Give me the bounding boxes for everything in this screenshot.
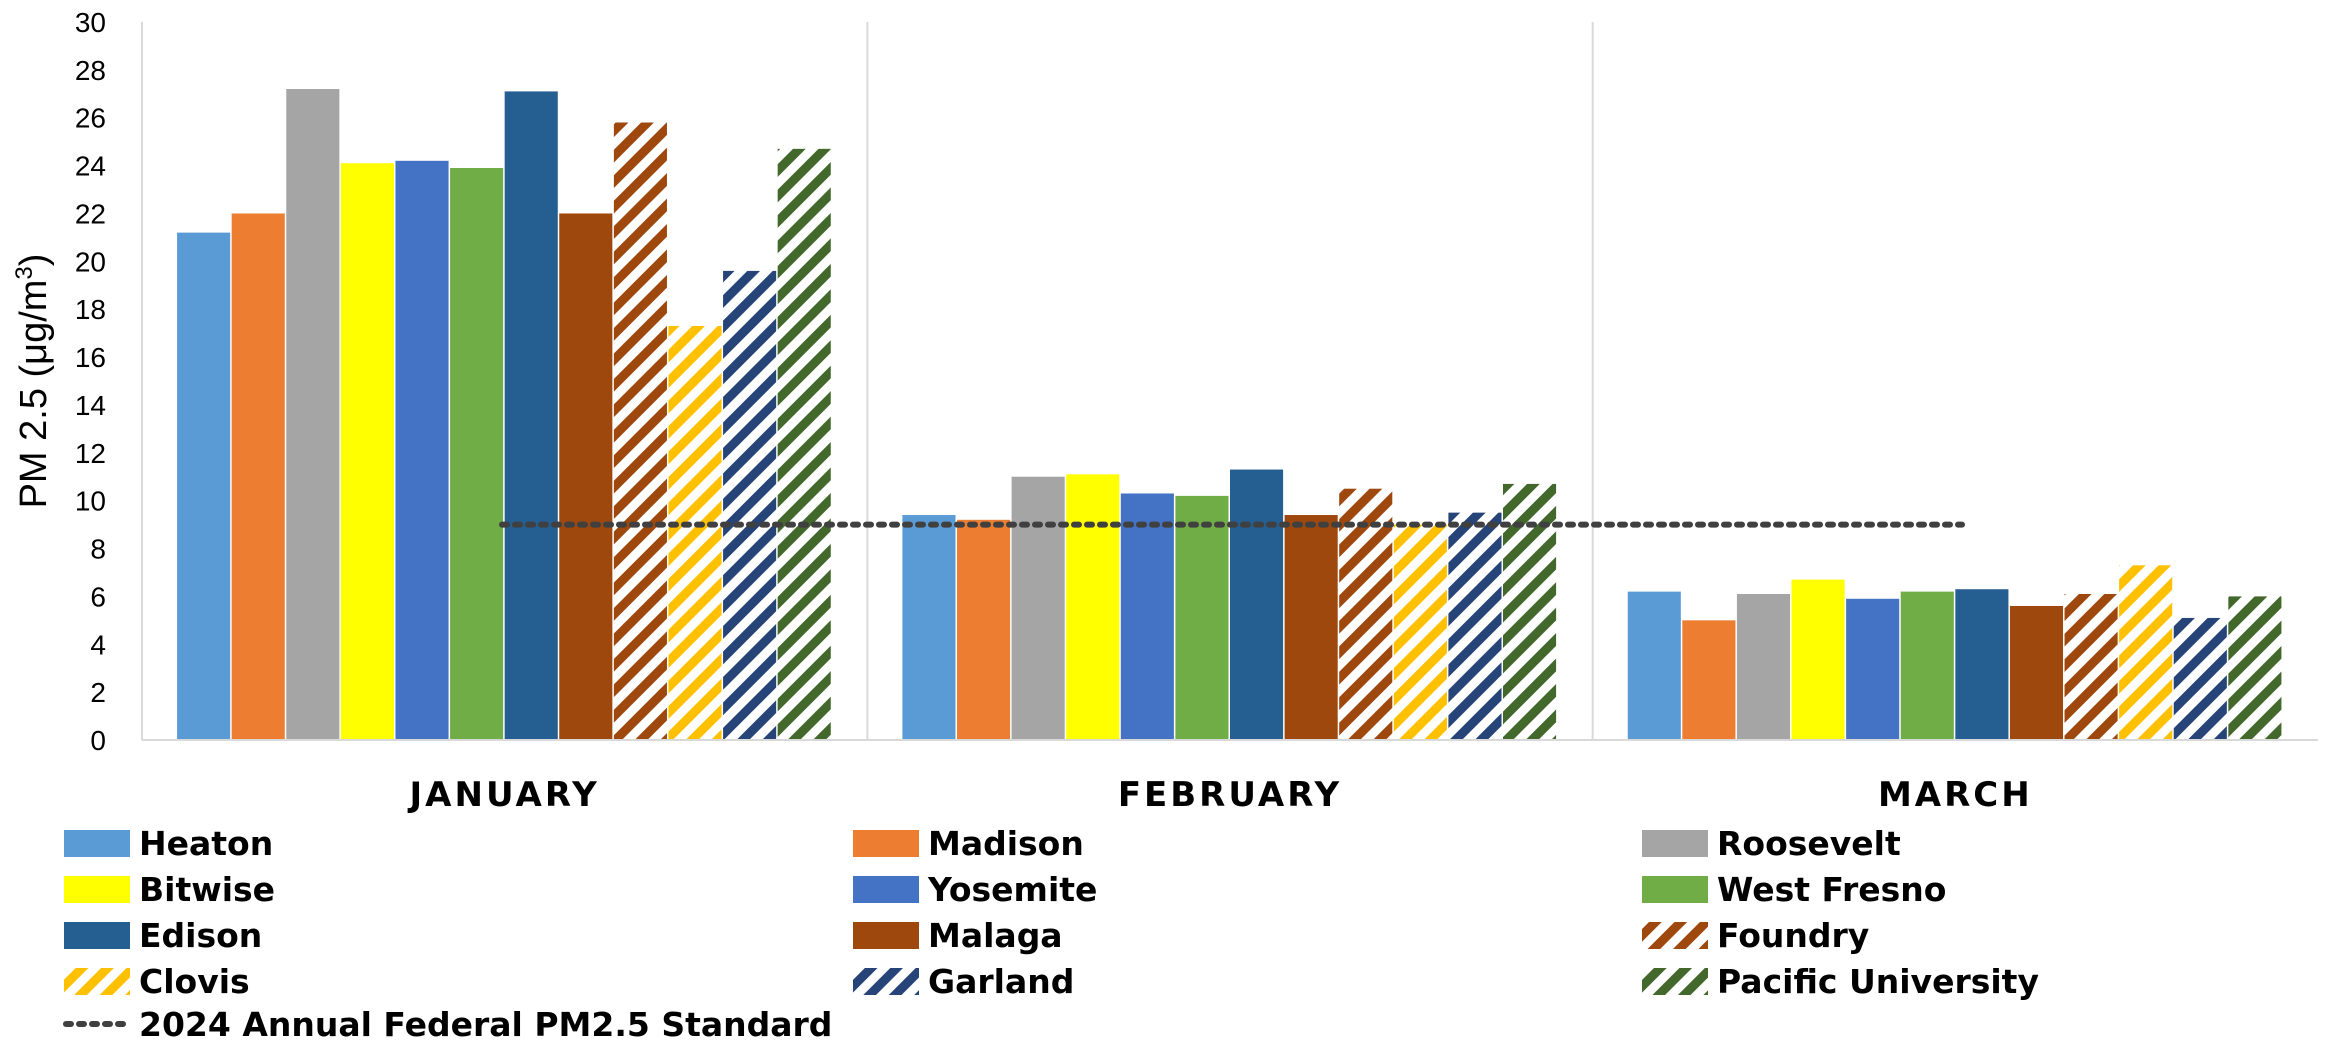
y-axis-label: PM 2.5 (μg/m3): [11, 254, 55, 509]
bar-bitwise-january: [340, 163, 394, 740]
legend-label: Heaton: [139, 824, 273, 863]
legend-label: Edison: [139, 916, 262, 955]
legend-item-reference-line: 2024 Annual Federal PM2.5 Standard: [63, 1005, 832, 1040]
legend-swatch: [1642, 968, 1708, 995]
bar-edison-march: [1955, 589, 2009, 740]
legend-item-pacific-university: Pacific University: [1642, 962, 2039, 1001]
legend-label: Foundry: [1717, 916, 1869, 955]
bar-madison-february: [957, 519, 1011, 740]
category-label: JANUARY: [408, 775, 600, 815]
category-separators: [866, 22, 1594, 740]
legend-label: Malaga: [928, 916, 1063, 955]
y-tick-label: 12: [75, 438, 106, 469]
y-tick-label: 24: [75, 151, 106, 182]
legend-item-foundry: Foundry: [1642, 916, 1869, 955]
bar-garland-february: [1448, 512, 1502, 740]
bar-yosemite-march: [1846, 598, 1900, 740]
y-tick-label: 10: [75, 486, 106, 517]
y-tick-label: 6: [90, 581, 106, 612]
y-tick-label: 0: [90, 725, 106, 756]
legend-item-roosevelt: Roosevelt: [1642, 824, 1901, 863]
bar-malaga-march: [2009, 605, 2064, 740]
legend-label: Roosevelt: [1717, 824, 1901, 863]
bar-heaton-february: [902, 515, 956, 740]
legend-label: West Fresno: [1717, 870, 1946, 909]
legend-swatch: [853, 830, 919, 857]
legend-swatch: [64, 968, 130, 995]
legend-item-garland: Garland: [853, 962, 1074, 1001]
legend-label: Garland: [928, 962, 1074, 1001]
legend-swatch: [853, 968, 919, 995]
legend-item-yosemite: Yosemite: [853, 870, 1097, 909]
legend: Heaton Madison Roosevelt Bitwise Yosemite Wes…: [63, 824, 2039, 1040]
bar-pacific-university-january: [777, 148, 831, 740]
bar-malaga-february: [1284, 515, 1338, 740]
y-tick-label: 30: [75, 7, 106, 38]
legend-item-west-fresno: West Fresno: [1642, 870, 1946, 909]
y-tick-label: 16: [75, 342, 106, 373]
bar-madison-march: [1682, 620, 1736, 740]
legend-swatch: [64, 830, 130, 857]
legend-swatch: [64, 922, 130, 949]
bar-west-fresno-january: [450, 167, 504, 740]
y-tick-label: 8: [90, 534, 106, 565]
legend-swatch: [1642, 876, 1708, 903]
y-tick-label: 14: [75, 390, 106, 421]
bar-edison-january: [504, 91, 558, 740]
legend-swatch: [64, 876, 130, 903]
category-label: MARCH: [1878, 775, 2033, 815]
legend-swatch: [1642, 830, 1708, 857]
category-labels: JANUARY FEBRUARY MARCH: [408, 775, 2033, 815]
bar-yosemite-february: [1120, 493, 1174, 740]
bar-madison-january: [231, 213, 285, 740]
legend-item-madison: Madison: [853, 824, 1084, 863]
bar-clovis-january: [668, 325, 722, 740]
bar-garland-january: [723, 270, 777, 740]
bar-roosevelt-march: [1736, 594, 1791, 740]
y-tick-label: 2: [90, 677, 106, 708]
legend-swatch: [1642, 922, 1708, 949]
bar-garland-march: [2173, 617, 2227, 740]
bar-clovis-march: [2119, 565, 2173, 740]
legend-label: Madison: [928, 824, 1084, 863]
legend-label: Clovis: [139, 962, 250, 1001]
y-tick-label: 20: [75, 246, 106, 277]
bar-malaga-january: [559, 213, 613, 740]
bar-clovis-february: [1393, 524, 1447, 740]
bar-pacific-university-march: [2228, 596, 2282, 740]
y-tick-label: 18: [75, 294, 106, 325]
bar-foundry-february: [1339, 488, 1393, 740]
bar-west-fresno-march: [1900, 591, 1954, 740]
bar-heaton-march: [1627, 591, 1681, 740]
bar-foundry-march: [2064, 594, 2118, 740]
bar-bitwise-march: [1791, 579, 1845, 740]
legend-item-bitwise: Bitwise: [64, 870, 275, 909]
bar-roosevelt-february: [1011, 476, 1065, 740]
bar-west-fresno-february: [1175, 495, 1229, 740]
legend-label: Yosemite: [927, 870, 1097, 909]
y-tick-label: 26: [75, 103, 106, 134]
legend-label: Bitwise: [139, 870, 275, 909]
y-tick-label: 4: [90, 629, 106, 660]
category-label: FEBRUARY: [1118, 775, 1342, 815]
legend-label: 2024 Annual Federal PM2.5 Standard: [139, 1005, 832, 1040]
legend-item-clovis: Clovis: [64, 962, 250, 1001]
bar-roosevelt-january: [286, 89, 340, 741]
y-tick-label: 28: [75, 55, 106, 86]
legend-item-malaga: Malaga: [853, 916, 1063, 955]
y-tick-label: 22: [75, 198, 106, 229]
bar-yosemite-january: [395, 160, 449, 740]
legend-swatch: [853, 876, 919, 903]
bars-group: [177, 89, 2282, 741]
legend-item-edison: Edison: [64, 916, 262, 955]
bar-edison-february: [1230, 469, 1284, 740]
legend-swatch: [853, 922, 919, 949]
legend-label: Pacific University: [1717, 962, 2039, 1001]
bar-bitwise-february: [1066, 474, 1120, 740]
bar-heaton-january: [177, 232, 231, 740]
legend-item-heaton: Heaton: [64, 824, 273, 863]
bar-foundry-january: [613, 122, 667, 740]
